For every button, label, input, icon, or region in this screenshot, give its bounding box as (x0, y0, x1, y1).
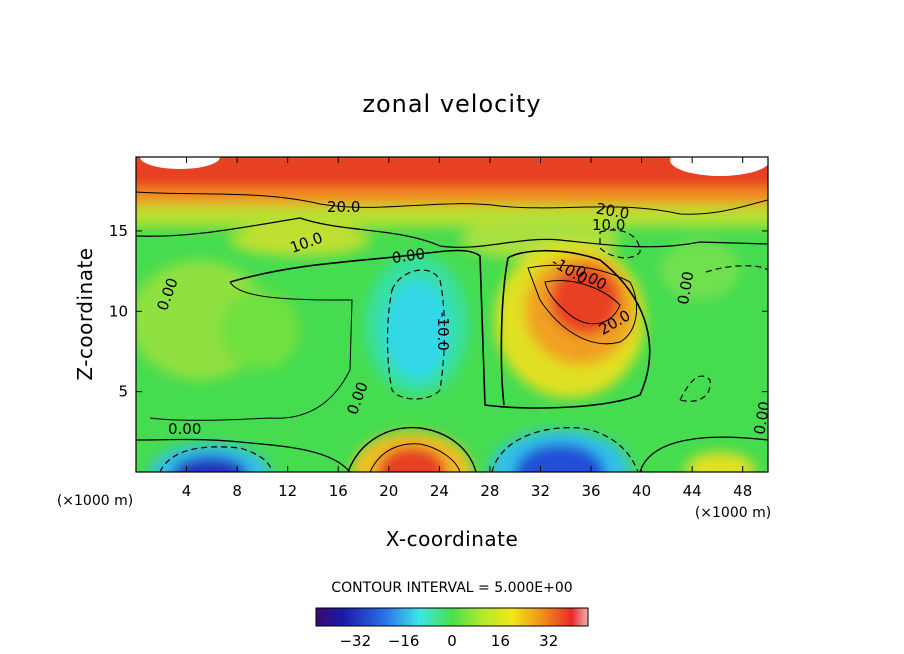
contour-label: 20.0 (595, 199, 631, 223)
contour-label: 10.0 (592, 216, 625, 234)
velocity-field: 20.0 10.0 0.00 -10.0 20.0 10.0 0.00 -10.… (136, 157, 774, 472)
x-axis: 4 8 12 16 20 24 28 32 36 40 44 48 (182, 157, 752, 500)
x-tick-label: 40 (632, 482, 651, 500)
x-tick-label: 32 (531, 482, 550, 500)
contour-label: 20.0 (327, 198, 360, 216)
contour-label: 0.00 (168, 420, 201, 438)
y-axis: 5 10 15 (109, 222, 768, 401)
x-tick-label: 48 (733, 482, 752, 500)
contour-label: -10.0 (434, 312, 452, 351)
contour-label: 0.00 (750, 400, 774, 436)
colorbar-ticks: −32 −16 0 16 32 (339, 632, 558, 650)
y-tick-label: 10 (109, 302, 128, 320)
x-axis-label: X-coordinate (386, 527, 519, 551)
colorbar-tick-label: 0 (447, 632, 457, 650)
plot-frame (135, 156, 769, 473)
x-tick-label: 8 (232, 482, 242, 500)
x-tick-label: 28 (480, 482, 499, 500)
colorbar-tick-label: −16 (388, 632, 420, 650)
x-tick-label: 16 (329, 482, 348, 500)
x-tick-label: 44 (683, 482, 702, 500)
colorbar-tick-label: 16 (491, 632, 510, 650)
colorbar-tick-label: 32 (539, 632, 558, 650)
x-unit-left: (×1000 m) (57, 493, 133, 509)
x-tick-label: 4 (182, 482, 192, 500)
x-tick-label: 20 (379, 482, 398, 500)
colorbar-tick-label: −32 (339, 632, 371, 650)
contour-label: 0.00 (674, 270, 698, 306)
x-unit-right: (×1000 m) (695, 505, 771, 521)
x-tick-label: 36 (581, 482, 600, 500)
contour-interval: CONTOUR INTERVAL = 5.000E+00 (331, 580, 572, 596)
y-tick-label: 5 (118, 383, 128, 401)
x-tick-label: 12 (278, 482, 297, 500)
y-tick-label: 15 (109, 222, 128, 240)
colorbar (315, 607, 589, 627)
chart-title: zonal velocity (362, 90, 541, 118)
y-axis-label: Z-coordinate (73, 247, 97, 380)
contour-label: 0.00 (391, 245, 427, 267)
x-tick-label: 24 (430, 482, 449, 500)
